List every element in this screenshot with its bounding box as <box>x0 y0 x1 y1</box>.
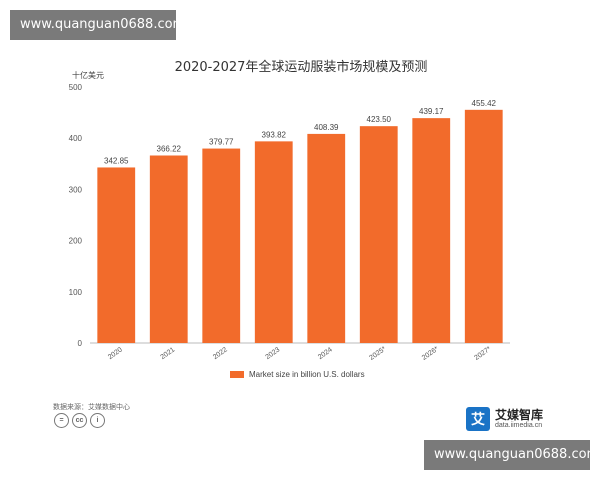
y-tick-label: 400 <box>69 134 83 143</box>
bar-value-label: 366.22 <box>157 144 182 153</box>
x-tick-label: 2022 <box>212 346 229 361</box>
x-tick-label: 2025* <box>368 345 387 361</box>
y-tick-label: 200 <box>69 237 83 246</box>
brand-url: data.iimedia.cn <box>495 421 543 429</box>
y-tick-label: 0 <box>78 339 83 348</box>
bar-value-label: 393.82 <box>262 130 287 139</box>
bar-2021 <box>149 155 188 343</box>
y-tick-label: 100 <box>69 288 83 297</box>
cc-icon: cc <box>72 413 87 428</box>
x-tick-label: 2021 <box>160 346 177 361</box>
bar-2023 <box>254 141 293 343</box>
bar-2022 <box>202 148 241 343</box>
legend-label: Market size in billion U.S. dollars <box>249 370 365 379</box>
x-tick-label: 2026* <box>421 345 440 361</box>
x-tick-label: 2024 <box>317 346 334 361</box>
x-tick-label: 2027* <box>473 345 492 361</box>
bar-2026-forecast <box>412 118 451 343</box>
watermark-bottom: www.quanguan0688.com <box>424 440 599 470</box>
x-tick-label: 2023 <box>265 346 282 361</box>
nd-icon: = <box>54 413 69 428</box>
bar-value-label: 439.17 <box>419 107 444 116</box>
x-tick-label: 2020 <box>107 346 124 361</box>
bar-2025-forecast <box>359 126 398 343</box>
chart-card: 2020-2027年全球运动服装市场规模及预测 十亿美元 0 100 200 300 4… <box>40 40 562 440</box>
brand-name: 艾媒智库 <box>495 408 544 423</box>
data-source: 数据来源：艾媒数据中心 <box>53 404 130 411</box>
bar-chart: 0 100 200 300 400 500 342.85 2020 366.22 2021 379.… <box>69 83 510 362</box>
legend: Market size in billion U.S. dollars <box>230 370 365 379</box>
bar-2024 <box>307 133 346 343</box>
bar-value-label: 423.50 <box>367 115 392 124</box>
legend-swatch <box>230 371 244 378</box>
y-tick-label: 300 <box>69 185 83 194</box>
watermark-top: www.quanguan0688.com <box>10 10 185 40</box>
bar-value-label: 379.77 <box>209 138 234 147</box>
chart-title: 2020-2027年全球运动服装市场规模及预测 <box>174 60 428 75</box>
bar-value-label: 455.42 <box>472 99 497 108</box>
cc-license-icons: = cc i <box>54 413 105 428</box>
bar-value-label: 408.39 <box>314 123 339 132</box>
bar-2027-forecast <box>464 109 503 344</box>
brand: 艾 艾媒智库 data.iimedia.cn <box>466 407 543 431</box>
brand-logo-icon: 艾 <box>466 407 490 431</box>
by-icon: i <box>90 413 105 428</box>
y-tick-label: 500 <box>69 83 83 92</box>
bar-value-label: 342.85 <box>104 156 129 165</box>
bar-2020 <box>97 167 136 343</box>
y-axis-unit: 十亿美元 <box>72 71 104 80</box>
